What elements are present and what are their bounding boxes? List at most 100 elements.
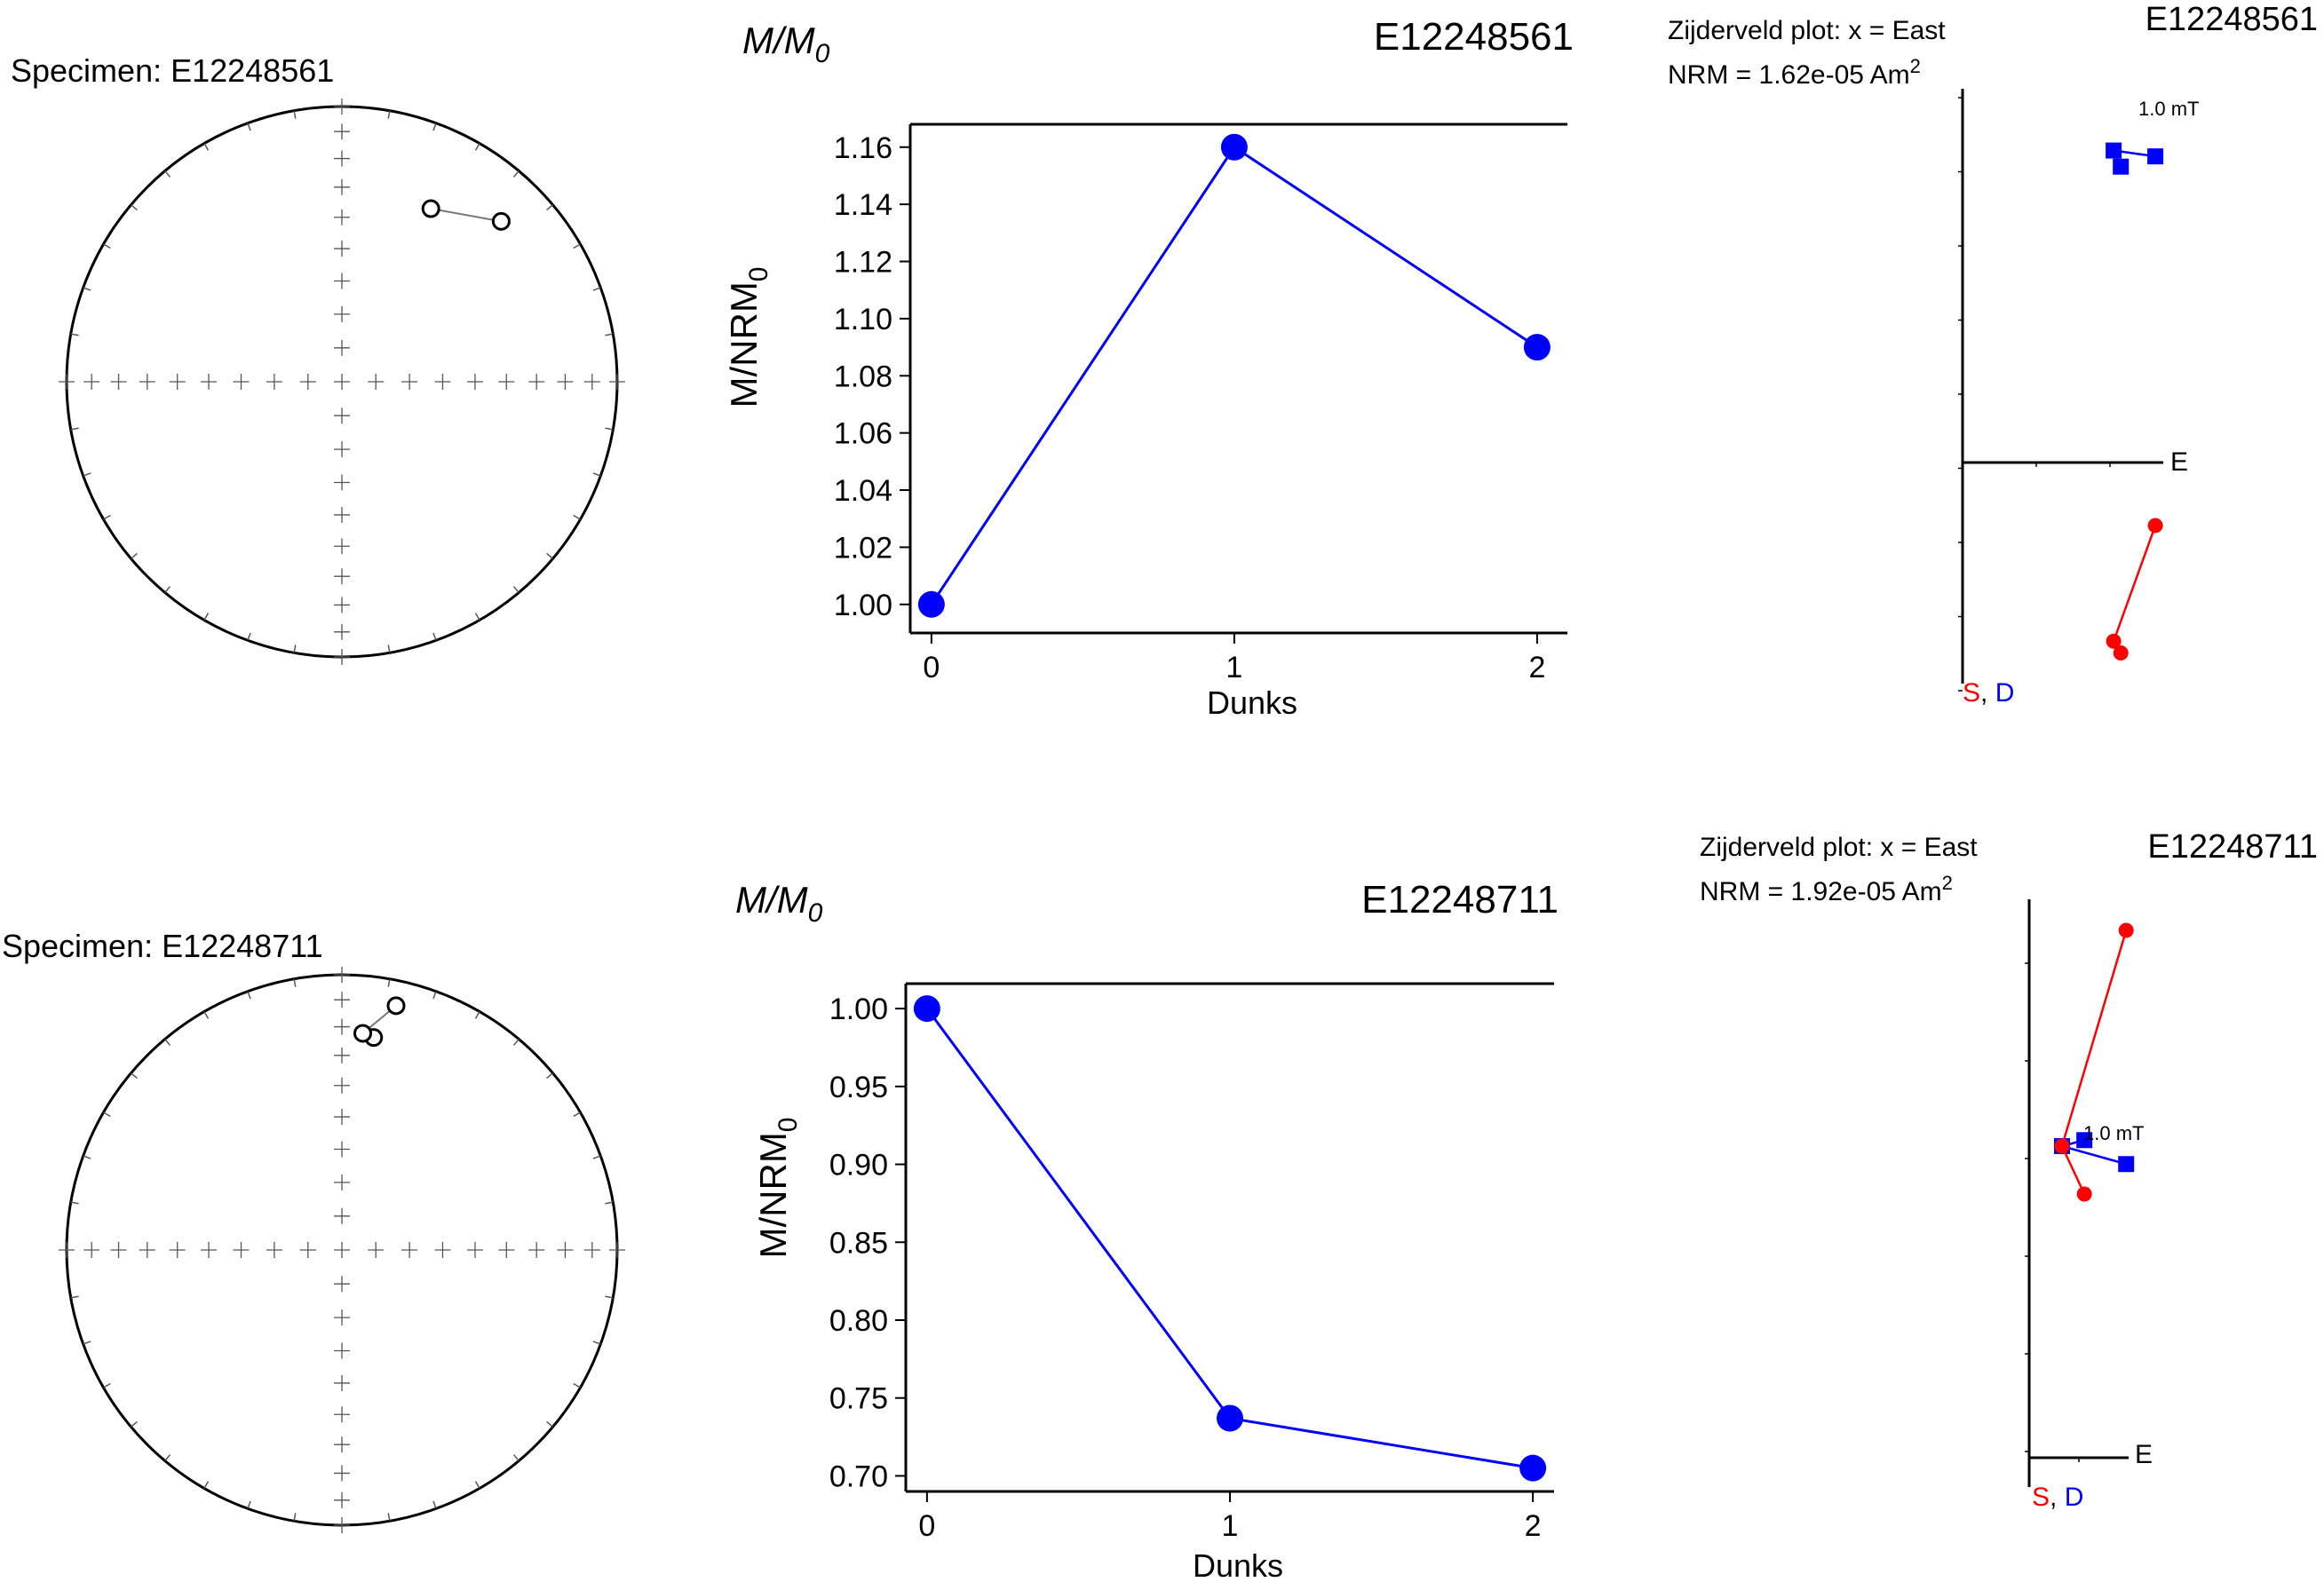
perimeter-tick-2	[131, 1420, 138, 1428]
zijderveld-plot-1: Zijderveld plot: x = East NRM = 1.62e-05…	[1668, 1, 2318, 708]
zij-point-D-2	[2076, 1132, 2093, 1149]
mm0-ylabel-sub-2: 0	[773, 1118, 803, 1133]
mm0-xtick-label-2: 2	[1525, 1509, 1542, 1543]
mm0-title-sub-1: 0	[815, 39, 830, 68]
mm0-ylabel-sub-1: 0	[744, 267, 773, 282]
mm0-xtick-label-1: 2	[1528, 651, 1545, 684]
perimeter-tick-1	[164, 170, 171, 178]
perimeter-tick-2	[605, 1295, 614, 1299]
mm0-xtick-label-1: 1	[1225, 651, 1242, 684]
zij-nrm-1: NRM = 1.62e-05 Am	[1668, 60, 1910, 90]
perimeter-tick-2	[131, 1072, 138, 1080]
zij-step-label-2: 1.0 mT	[2083, 1122, 2144, 1144]
zij-nrm-2: NRM = 1.92e-05 Am	[1700, 877, 1942, 906]
perimeter-tick-1	[387, 110, 391, 119]
perimeter-tick-2	[432, 991, 437, 1000]
mm0-ytick-label-1: 1.00	[834, 589, 892, 622]
svg-text:M/NRM0: M/NRM0	[752, 1118, 803, 1259]
perimeter-tick-2	[573, 1111, 581, 1118]
zij-series-line-S-1	[2112, 525, 2157, 654]
zij-point-S-2	[2054, 1138, 2070, 1154]
svg-text:NRM = 1.62e-05 Am2: NRM = 1.62e-05 Am2	[1668, 55, 1921, 90]
equal-area-plot-1	[59, 99, 625, 665]
zij-title-1: Zijderveld plot: x = East	[1668, 16, 1946, 45]
zij-nrm-sup-1: 2	[1910, 55, 1921, 77]
perimeter-tick-2	[512, 1454, 520, 1461]
stereonet-point-1	[421, 199, 440, 218]
perimeter-tick-1	[387, 645, 391, 653]
mm0-xtick-label-2: 1	[1222, 1509, 1239, 1543]
perimeter-tick-2	[293, 978, 297, 987]
stereonet-point-2	[386, 996, 406, 1016]
perimeter-tick-1	[605, 333, 614, 336]
zij-axis-e-2: E	[2135, 1440, 2153, 1469]
mm0-point-1	[917, 590, 945, 618]
zij-nrm-sup-2: 2	[1942, 872, 1953, 894]
mm0-ytick-label-1: 1.10	[834, 303, 892, 336]
mm0-ytick-label-1: 1.02	[834, 531, 892, 565]
perimeter-tick-2	[546, 1072, 553, 1080]
mm0-point-2	[1519, 1454, 1547, 1482]
mm0-specimen-2: E12248711	[1361, 878, 1559, 922]
svg-text:NRM = 1.92e-05 Am2: NRM = 1.92e-05 Am2	[1700, 872, 1953, 906]
zij-axis-d-1: D	[1995, 678, 2015, 708]
zij-point-D-1	[2147, 148, 2164, 165]
perimeter-tick-2	[573, 1382, 581, 1388]
mm0-ytick-label-1: 1.14	[834, 188, 892, 222]
perimeter-tick-2	[512, 1039, 520, 1046]
mm0-point-2	[913, 995, 940, 1023]
mm0-ytick-label-2: 0.70	[829, 1459, 888, 1493]
mm0-series-line-2	[925, 1008, 1534, 1470]
perimeter-tick-2	[70, 1201, 79, 1205]
perimeter-tick-1	[83, 287, 91, 291]
perimeter-tick-1	[546, 204, 553, 211]
svg-text:M/M0: M/M0	[735, 879, 823, 928]
perimeter-tick-1	[512, 586, 520, 593]
perimeter-tick-1	[546, 552, 553, 559]
perimeter-tick-2	[247, 991, 251, 1000]
zij-point-S-1	[2147, 518, 2163, 534]
stereonet-point-2	[353, 1024, 372, 1043]
perimeter-tick-2	[293, 1513, 297, 1522]
zij-axis-e-1: E	[2170, 447, 2188, 477]
perimeter-tick-1	[103, 514, 111, 520]
perimeter-tick-1	[203, 143, 210, 151]
mm0-ytick-label-2: 0.75	[829, 1382, 888, 1416]
zij-axis-sep-2: ,	[2050, 1483, 2065, 1512]
mm0-title-main-2: M/M	[735, 879, 808, 921]
mm0-ylabel-main-2: M/NRM	[752, 1132, 794, 1258]
svg-text:S, D: S, D	[1963, 678, 2014, 708]
stereonet-path-1	[431, 208, 502, 223]
zijderveld-plot-2: Zijderveld plot: x = East NRM = 1.92e-05…	[1700, 828, 2318, 1512]
perimeter-tick-1	[293, 110, 297, 119]
perimeter-tick-2	[247, 1500, 251, 1509]
perimeter-tick-2	[83, 1341, 91, 1345]
mm0-point-1	[1523, 334, 1551, 361]
svg-text:S, D: S, D	[2032, 1483, 2083, 1512]
zij-axis-s-1: S	[1963, 678, 1980, 708]
perimeter-tick-1	[247, 632, 251, 641]
perimeter-tick-1	[592, 472, 601, 477]
perimeter-tick-2	[203, 1011, 210, 1019]
equal-area-plot-2	[59, 967, 625, 1533]
perimeter-tick-2	[164, 1454, 171, 1461]
mm0-plot-1: M/M0 E12248561 M/NRM0 Dunks 1.001.021.04…	[723, 15, 1574, 721]
svg-text:M/M0: M/M0	[742, 20, 830, 68]
mm0-ytick-label-1: 1.04	[834, 474, 892, 508]
stereonet-point-1	[491, 211, 511, 231]
mm0-xlabel-2: Dunks	[1193, 1547, 1283, 1584]
perimeter-tick-2	[203, 1481, 210, 1489]
mm0-xlabel-1: Dunks	[1207, 684, 1297, 721]
perimeter-tick-2	[103, 1111, 111, 1118]
perimeter-tick-1	[432, 632, 437, 641]
mm0-specimen-1: E12248561	[1374, 15, 1574, 59]
perimeter-tick-1	[474, 613, 480, 621]
perimeter-tick-1	[131, 204, 138, 211]
perimeter-tick-2	[387, 1513, 391, 1522]
mm0-ytick-label-1: 1.06	[834, 417, 892, 451]
perimeter-tick-1	[592, 287, 601, 291]
perimeter-tick-2	[605, 1201, 614, 1205]
zij-point-S-2	[2076, 1186, 2092, 1202]
specimen-label-2: Specimen: E12248711	[2, 928, 323, 964]
perimeter-tick-1	[70, 333, 79, 336]
